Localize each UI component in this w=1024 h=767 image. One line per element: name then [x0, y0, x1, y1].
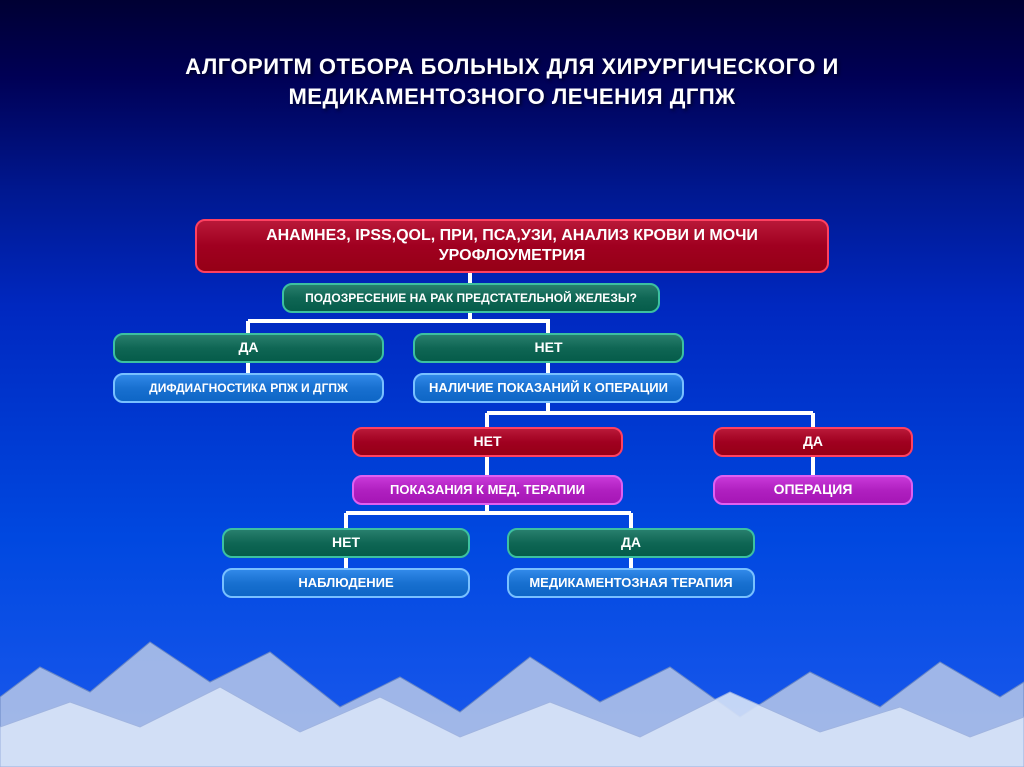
- connector: [248, 319, 550, 323]
- flowchart-node-n9: ПОКАЗАНИЯ К МЕД. ТЕРАПИИ: [352, 475, 623, 505]
- flowchart-node-n11: НЕТ: [222, 528, 470, 558]
- connector: [811, 413, 815, 427]
- connector: [346, 511, 631, 515]
- connector: [246, 363, 250, 373]
- flowchart-node-n14: МЕДИКАМЕНТОЗНАЯ ТЕРАПИЯ: [507, 568, 755, 598]
- flowchart-node-n2: ПОДОЗРЕСЕНИЕ НА РАК ПРЕДСТАТЕЛЬНОЙ ЖЕЛЕЗ…: [282, 283, 660, 313]
- flowchart-node-n6: НАЛИЧИЕ ПОКАЗАНИЙ К ОПЕРАЦИИ: [413, 373, 684, 403]
- flowchart-node-n8: ДА: [713, 427, 913, 457]
- flowchart-node-n12: ДА: [507, 528, 755, 558]
- connector: [629, 558, 633, 568]
- connector: [485, 413, 489, 427]
- flowchart-node-n1: АНАМНЕЗ, IPSS,QOL, ПРИ, ПСА,УЗИ, АНАЛИЗ …: [195, 219, 829, 273]
- connector: [468, 273, 472, 283]
- flowchart-container: АНАМНЕЗ, IPSS,QOL, ПРИ, ПСА,УЗИ, АНАЛИЗ …: [0, 0, 1024, 767]
- flowchart-node-n5: ДИФДИАГНОСТИКА РПЖ И ДГПЖ: [113, 373, 384, 403]
- connector: [811, 457, 815, 475]
- flowchart-node-n3: ДА: [113, 333, 384, 363]
- flowchart-node-n7: НЕТ: [352, 427, 623, 457]
- connector: [344, 558, 348, 568]
- flowchart-node-n4: НЕТ: [413, 333, 684, 363]
- connector: [546, 321, 550, 333]
- connector: [629, 513, 633, 528]
- connector: [487, 411, 813, 415]
- connector: [344, 513, 348, 528]
- flowchart-node-n13: НАБЛЮДЕНИЕ: [222, 568, 470, 598]
- connector: [546, 363, 550, 373]
- connector: [485, 457, 489, 475]
- flowchart-node-n10: ОПЕРАЦИЯ: [713, 475, 913, 505]
- connector: [246, 321, 250, 333]
